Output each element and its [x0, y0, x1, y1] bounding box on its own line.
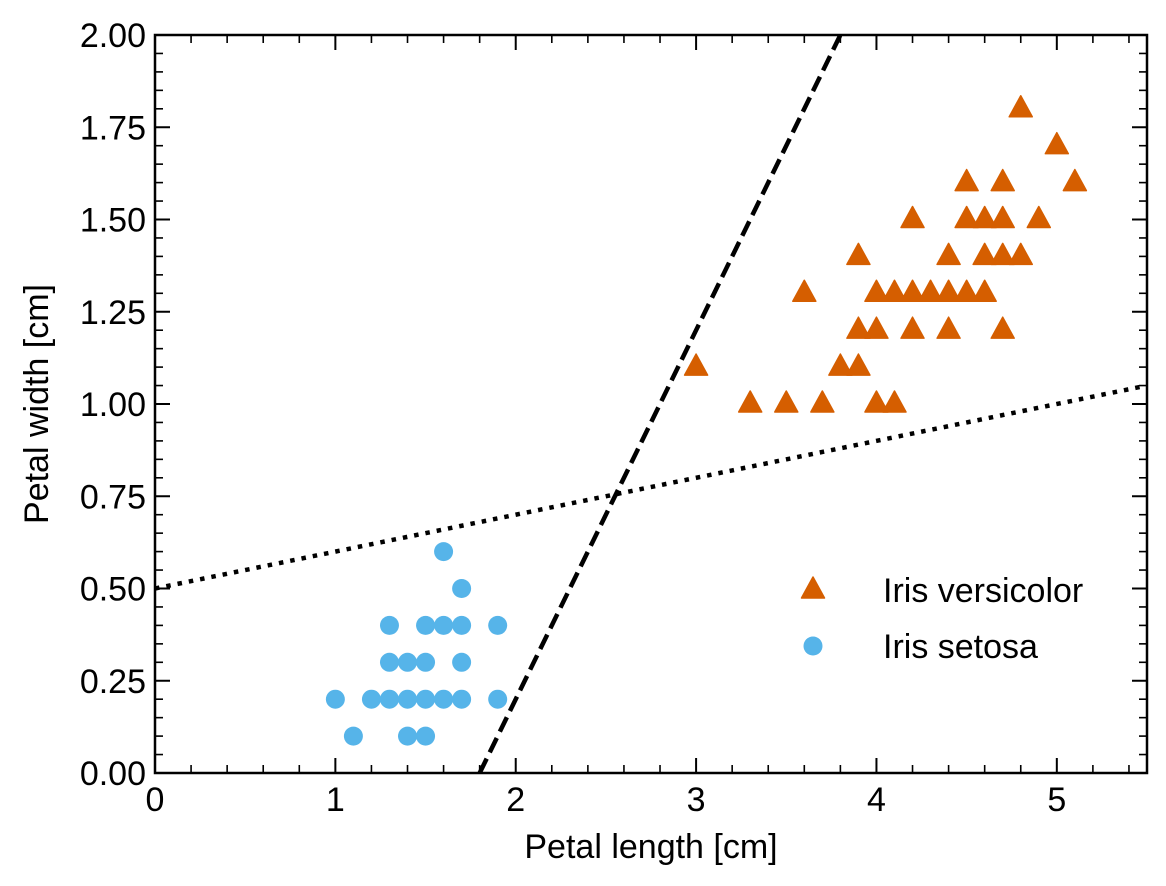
y-tick-label: 1.75 — [80, 109, 146, 147]
setosa-point — [379, 615, 399, 635]
legend-label: Iris setosa — [883, 628, 1038, 666]
y-tick-label: 1.00 — [80, 386, 146, 424]
y-tick-label: 2.00 — [80, 17, 146, 55]
setosa-point — [398, 726, 418, 746]
x-axis-title: Petal length [cm] — [524, 828, 777, 866]
y-tick-label: 1.25 — [80, 294, 146, 332]
versicolor-point — [737, 390, 763, 413]
setosa-point — [398, 652, 418, 672]
setosa-point — [325, 689, 345, 709]
data-points — [325, 95, 1088, 746]
versicolor-point — [864, 279, 889, 303]
versicolor-point — [846, 242, 871, 266]
versicolor-point — [990, 242, 1015, 266]
versicolor-point — [1008, 242, 1033, 266]
versicolor-point — [846, 316, 871, 339]
versicolor-point — [1026, 205, 1052, 229]
x-tick-label: 5 — [1047, 781, 1066, 819]
versicolor-point — [774, 390, 799, 413]
versicolor-point — [954, 205, 979, 229]
setosa-point — [379, 689, 399, 709]
versicolor-point — [936, 242, 961, 266]
setosa-point — [434, 689, 454, 709]
setosa-point — [488, 615, 508, 635]
x-tick-label: 2 — [506, 781, 525, 819]
x-tick-label: 0 — [146, 781, 165, 819]
versicolor-point — [936, 316, 961, 339]
setosa-point — [416, 726, 436, 746]
setosa-point — [434, 615, 454, 635]
setosa-point — [416, 689, 436, 709]
reference-line-dotted — [155, 383, 1147, 591]
versicolor-point — [990, 168, 1015, 192]
versicolor-point — [972, 205, 997, 229]
versicolor-point — [810, 390, 835, 413]
legend: Iris versicolor Iris setosa — [800, 572, 1083, 666]
versicolor-point — [683, 353, 709, 376]
versicolor-point — [900, 205, 925, 229]
x-tick-label: 1 — [326, 781, 345, 819]
reference-lines — [155, 35, 1147, 773]
y-tick-label: 1.50 — [80, 202, 146, 240]
legend-label: Iris versicolor — [883, 572, 1083, 610]
versicolor-point — [792, 279, 817, 303]
versicolor-point — [954, 279, 979, 303]
x-tick-label: 3 — [687, 781, 706, 819]
versicolor-point — [882, 279, 907, 303]
versicolor-point — [990, 316, 1015, 339]
setosa-point — [452, 615, 472, 635]
setosa-point — [488, 689, 508, 709]
versicolor-point — [900, 279, 925, 303]
versicolor-point — [882, 390, 907, 413]
legend-setosa-marker — [803, 636, 823, 656]
y-tick-label: 0.25 — [80, 663, 146, 701]
versicolor-point — [1008, 95, 1033, 118]
y-tick-label: 0.00 — [80, 755, 146, 793]
setosa-point — [452, 652, 472, 672]
setosa-point — [434, 542, 454, 562]
y-tick-label: 0.50 — [80, 571, 146, 609]
versicolor-point — [954, 168, 979, 192]
y-tick-label: 0.75 — [80, 478, 146, 516]
setosa-point — [452, 579, 472, 598]
versicolor-point — [972, 279, 997, 303]
versicolor-point — [864, 316, 889, 339]
versicolor-point — [900, 316, 925, 339]
setosa-point — [361, 689, 381, 709]
versicolor-point — [828, 353, 853, 376]
legend-versicolor-marker — [800, 576, 826, 599]
versicolor-point — [1062, 168, 1088, 192]
versicolor-point — [972, 242, 997, 266]
setosa-point — [416, 652, 436, 672]
setosa-point — [379, 652, 399, 672]
setosa-point — [452, 689, 472, 709]
setosa-point — [416, 615, 436, 635]
versicolor-point — [846, 353, 871, 376]
versicolor-point — [990, 205, 1015, 229]
versicolor-point — [864, 390, 889, 413]
versicolor-point — [936, 279, 961, 303]
versicolor-point — [1044, 131, 1070, 155]
axes: 0 1 2 3 4 5 0.00 0.25 0.50 0.75 1.00 1.25 1.50 1.75 2.… — [80, 17, 1149, 819]
setosa-point — [343, 726, 363, 746]
setosa-point — [398, 689, 418, 709]
x-tick-label: 4 — [867, 781, 886, 819]
versicolor-point — [918, 279, 943, 303]
y-axis-title: Petal width [cm] — [18, 284, 56, 524]
